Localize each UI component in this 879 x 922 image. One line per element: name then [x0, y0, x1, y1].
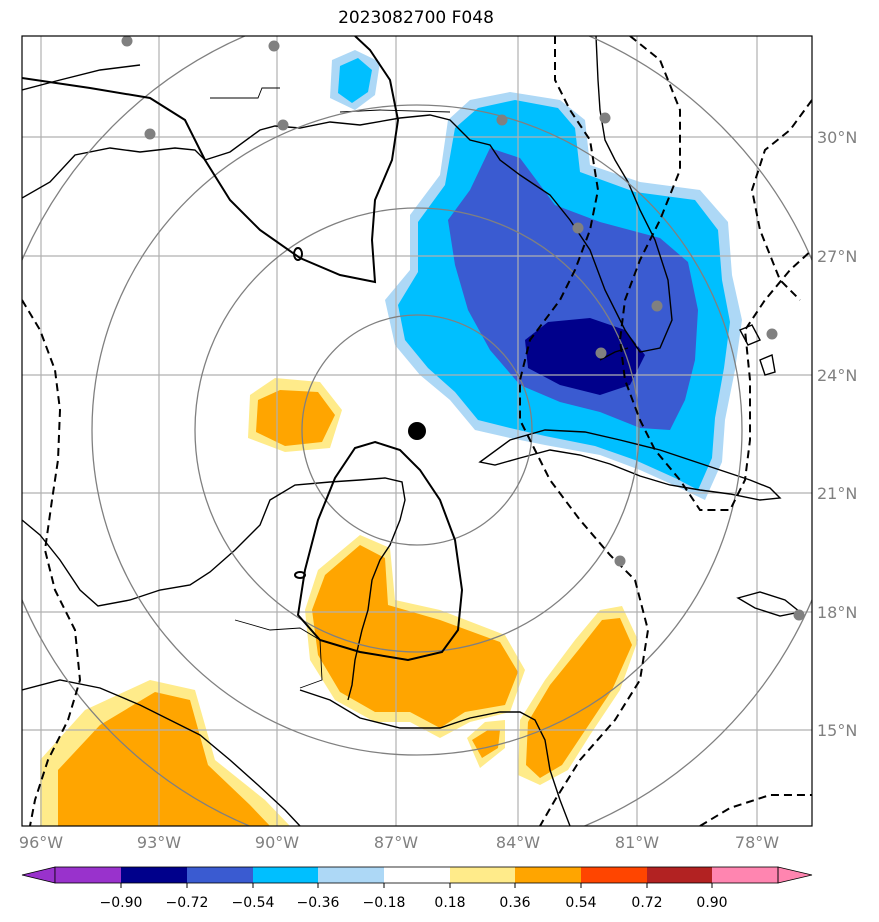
- lon-label: 78°W: [735, 833, 779, 852]
- gulf-coast: [22, 36, 673, 353]
- solid-contours: [22, 36, 464, 662]
- bahamas-2: [759, 354, 776, 376]
- colorbar-swatch: [187, 867, 253, 883]
- honduras-coast: [299, 689, 571, 826]
- dashed-contour: [519, 36, 650, 826]
- dashed-contour: [750, 99, 812, 301]
- colorbar-swatch: [253, 867, 318, 883]
- colorbar-tick-label: 0.90: [696, 895, 727, 911]
- colorbar-swatch: [647, 867, 712, 883]
- lat-label: 30°N: [817, 128, 857, 147]
- colorbar-tick-label: 0.72: [631, 895, 662, 911]
- station-dot: [268, 40, 280, 52]
- lon-label: 81°W: [615, 833, 659, 852]
- colorbar-arrow-min: [21, 866, 56, 884]
- lon-label: 90°W: [255, 833, 299, 852]
- colorbar-tick-label: 0.54: [565, 895, 596, 911]
- station-dot: [595, 347, 607, 359]
- station-dot: [121, 36, 133, 47]
- colorbar-tick-label: −0.36: [297, 895, 340, 911]
- dashed-contour: [618, 36, 812, 511]
- state-line: [210, 87, 280, 99]
- shade-blue: [338, 58, 372, 103]
- colorbar-tick-label: 0.18: [434, 895, 465, 911]
- dashed-contour: [699, 794, 812, 826]
- shade-orange: [256, 390, 335, 446]
- us-border: [22, 64, 141, 91]
- lat-label: 27°N: [817, 247, 857, 266]
- station-dot: [277, 119, 289, 131]
- latitude-labels: 30°N 27°N 24°N 21°N 18°N 15°N: [817, 128, 857, 740]
- colorbar-tick-label: 0.36: [499, 895, 530, 911]
- colorbar-swatch: [384, 867, 450, 883]
- lat-label: 15°N: [817, 721, 857, 740]
- inland-border: [234, 619, 323, 689]
- colorbar-swatch: [712, 867, 778, 883]
- lon-label: 87°W: [374, 833, 418, 852]
- colorbar-frame: [54, 866, 779, 884]
- colorbar: −0.90 −0.72 −0.54 −0.36 −0.18 0.18 0.36 …: [21, 866, 813, 911]
- station-dot: [766, 328, 778, 340]
- graticule: [22, 36, 812, 826]
- station-dot: [599, 112, 611, 124]
- station-dot: [793, 609, 805, 621]
- colorbar-swatch: [121, 867, 187, 883]
- station-dot: [496, 114, 508, 126]
- lat-label: 24°N: [817, 366, 857, 385]
- colorbar-swatch: [515, 867, 581, 883]
- colorbar-swatch: [318, 867, 384, 883]
- longitude-labels: 96°W 93°W 90°W 87°W 84°W 81°W 78°W: [19, 833, 779, 852]
- range-rings: [22, 36, 812, 826]
- colorbar-arrow-max: [777, 866, 813, 884]
- shade-orange: [526, 618, 632, 778]
- solid-contour: [22, 36, 400, 284]
- colorbar-tick-label: −0.90: [100, 895, 143, 911]
- lon-label: 84°W: [496, 833, 540, 852]
- colorbar-tick-label: −0.72: [166, 895, 209, 911]
- shade-orange: [312, 545, 518, 728]
- solid-contour: [293, 247, 303, 261]
- dashed-contours: [22, 36, 812, 826]
- storm-center-marker: [408, 422, 426, 440]
- station-markers: [121, 36, 805, 621]
- station-dot: [651, 300, 663, 312]
- shade-orange: [58, 692, 270, 826]
- station-dot: [572, 222, 584, 234]
- colorbar-tick-label: −0.54: [232, 895, 275, 911]
- negative-anomaly-fill: [330, 50, 742, 500]
- map-area: [22, 36, 812, 826]
- lat-label: 18°N: [817, 603, 857, 622]
- lon-label: 93°W: [137, 833, 181, 852]
- map-title: 2023082700 F048: [338, 8, 494, 28]
- mexico-coast: [22, 477, 406, 701]
- colorbar-tick-label: −0.18: [363, 895, 406, 911]
- dashed-contour: [22, 299, 82, 826]
- lon-label: 96°W: [19, 833, 63, 852]
- positive-anomaly-core: [58, 390, 632, 826]
- lat-label: 21°N: [817, 484, 857, 503]
- map-frame: [21, 35, 813, 827]
- colorbar-swatch: [450, 867, 515, 883]
- cuba: [478, 429, 782, 501]
- solid-contour: [296, 440, 464, 662]
- central-america: [22, 679, 301, 826]
- colorbar-swatch: [581, 867, 647, 883]
- shade-orange: [472, 730, 500, 758]
- solid-contour: [294, 571, 306, 579]
- station-dot: [614, 555, 626, 567]
- shade-navy: [525, 318, 645, 395]
- coastlines: [22, 36, 802, 826]
- station-dot: [144, 128, 156, 140]
- colorbar-swatch: [55, 867, 121, 883]
